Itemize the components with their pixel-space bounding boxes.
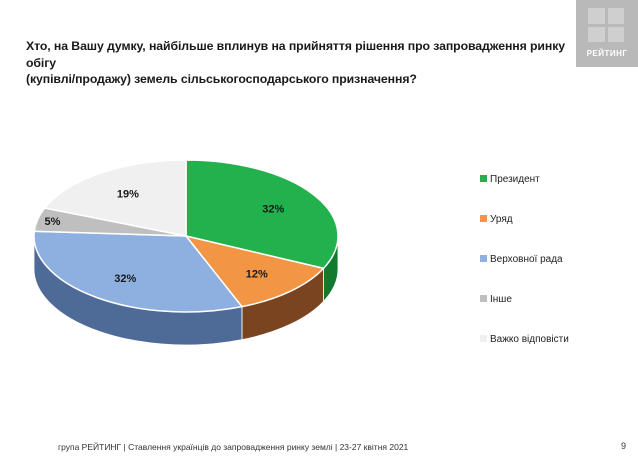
footer-text: група РЕЙТИНГ | Ставлення українців до з… bbox=[58, 442, 409, 452]
pie-slice bbox=[184, 234, 325, 308]
logo-text: РЕЙТИНГ bbox=[586, 49, 628, 58]
chart-title-line-2: (купівлі/продажу) земель сільськогоспода… bbox=[26, 72, 417, 86]
pie-data-label: 32% bbox=[114, 273, 136, 285]
chart-legend: Президент Уряд Верховної рада Інше Важко від… bbox=[480, 174, 569, 345]
logo-mark-icon bbox=[588, 8, 624, 42]
legend-swatch bbox=[480, 255, 487, 262]
legend-label: Верховної рада bbox=[490, 254, 563, 265]
pie-slice bbox=[185, 159, 339, 270]
pie-data-labels: 32% 12% 32% 5% 19% bbox=[45, 188, 285, 285]
page-number: 9 bbox=[621, 441, 627, 451]
brand-logo: РЕЙТИНГ bbox=[576, 0, 638, 67]
legend-label: Важко відповісти bbox=[490, 334, 569, 345]
pie-data-label: 19% bbox=[117, 188, 139, 200]
pie-slice bbox=[33, 230, 244, 313]
legend-swatch bbox=[480, 215, 487, 222]
chart-title-line-1: Хто, на Вашу думку, найбільше вплинув на… bbox=[26, 39, 565, 70]
chart-title: Хто, на Вашу думку, найбільше вплинув на… bbox=[26, 38, 566, 88]
pie-data-label: 32% bbox=[262, 203, 284, 215]
legend-swatch bbox=[480, 335, 487, 342]
pie-data-label: 5% bbox=[45, 216, 61, 228]
legend-label: Уряд bbox=[490, 214, 513, 225]
pie-top bbox=[33, 159, 339, 313]
legend-swatch bbox=[480, 175, 487, 182]
legend-swatch bbox=[480, 295, 487, 302]
legend-label: Президент bbox=[490, 174, 540, 185]
pie-data-label: 12% bbox=[246, 269, 268, 281]
legend-label: Інше bbox=[490, 294, 512, 305]
pie-slice bbox=[43, 159, 187, 237]
